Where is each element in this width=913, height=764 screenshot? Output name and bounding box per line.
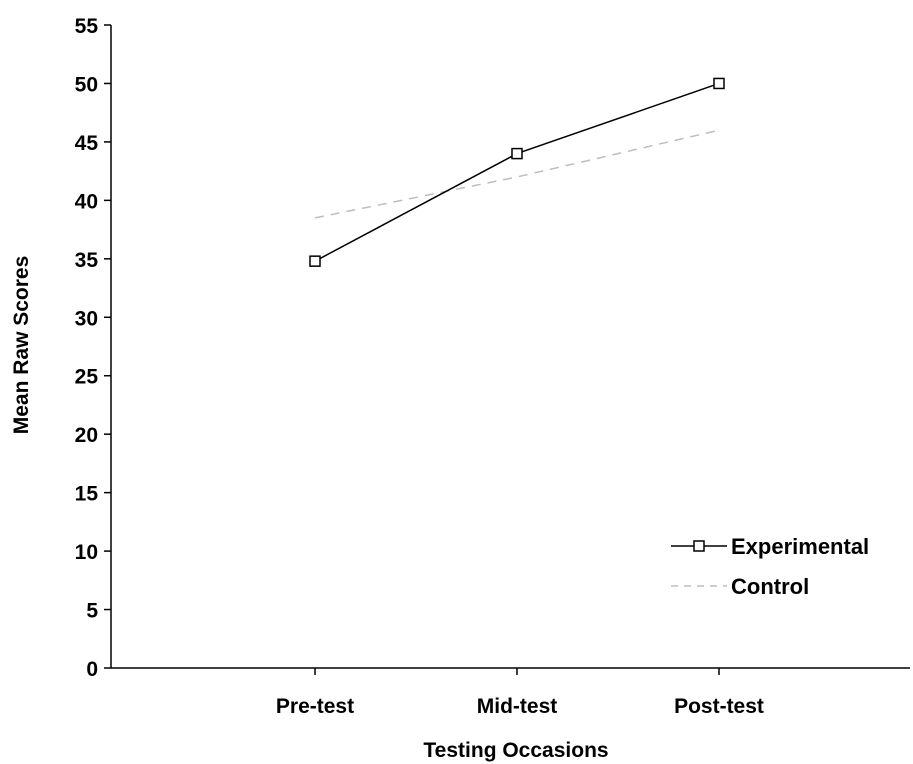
legend: Experimental Control (671, 534, 869, 599)
y-tick-label: 30 (75, 307, 98, 330)
series-line-control (314, 129, 720, 219)
series-layer (309, 77, 725, 267)
y-tick-label: 25 (75, 366, 99, 389)
y-tick-label: 20 (75, 424, 98, 447)
y-tick-label: 45 (75, 132, 99, 155)
y-tick-label: 5 (86, 600, 98, 623)
x-tick-label: Pre-test (276, 695, 354, 718)
y-tick-label: 50 (75, 73, 98, 96)
legend-control-label: Control (731, 574, 809, 599)
y-tick-label: 0 (86, 658, 98, 681)
x-axis-title: Testing Occasions (423, 739, 608, 762)
y-tick-label: 55 (75, 15, 99, 38)
data-point-experimental (713, 77, 725, 90)
series-line-experimental (314, 82, 720, 262)
data-point-experimental (511, 147, 523, 160)
x-tick-label: Mid-test (477, 695, 558, 718)
x-tick-label: Post-test (674, 695, 764, 718)
y-tick-label: 15 (75, 483, 99, 506)
y-tick-label: 10 (75, 541, 98, 564)
y-tick-label: 35 (75, 249, 99, 272)
data-point-experimental (309, 255, 321, 267)
x-axis: Pre-test Mid-test Post-test (111, 667, 910, 718)
legend-experimental-label: Experimental (731, 534, 869, 559)
y-tick-label: 40 (75, 190, 98, 213)
y-axis: 0 5 10 15 20 25 30 35 40 45 50 55 (75, 15, 112, 681)
y-axis-title: Mean Raw Scores (10, 256, 33, 435)
legend-experimental-marker (693, 540, 705, 552)
